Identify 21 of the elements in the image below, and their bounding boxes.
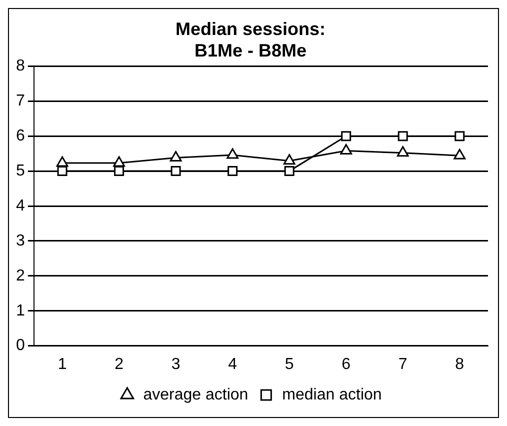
- x-tick-label: 7: [398, 356, 408, 373]
- y-tick-label: 3: [16, 232, 25, 250]
- y-tick-label: 0: [16, 337, 25, 354]
- legend-label: median action: [282, 386, 382, 404]
- x-tick-label: 1: [58, 356, 67, 373]
- y-tick-label: 5: [16, 162, 25, 180]
- x-tick-label: 2: [114, 356, 124, 373]
- x-tick-label: 4: [228, 356, 238, 373]
- legend-label: average action: [143, 386, 248, 404]
- x-tick-label: 3: [171, 356, 180, 373]
- text: Median sessions:: [175, 18, 326, 39]
- y-tick-label: 8: [16, 58, 25, 75]
- y-tick-label: 2: [16, 267, 25, 284]
- y-tick-label: 6: [16, 128, 25, 145]
- x-tick-label: 5: [284, 356, 294, 373]
- text: B1Me - B8Me: [194, 40, 307, 60]
- x-tick-label: 6: [342, 356, 351, 373]
- y-tick-label: 1: [16, 302, 25, 320]
- y-tick-label: 4: [16, 197, 25, 214]
- x-tick-label: 8: [455, 356, 464, 373]
- y-tick-label: 7: [16, 92, 25, 110]
